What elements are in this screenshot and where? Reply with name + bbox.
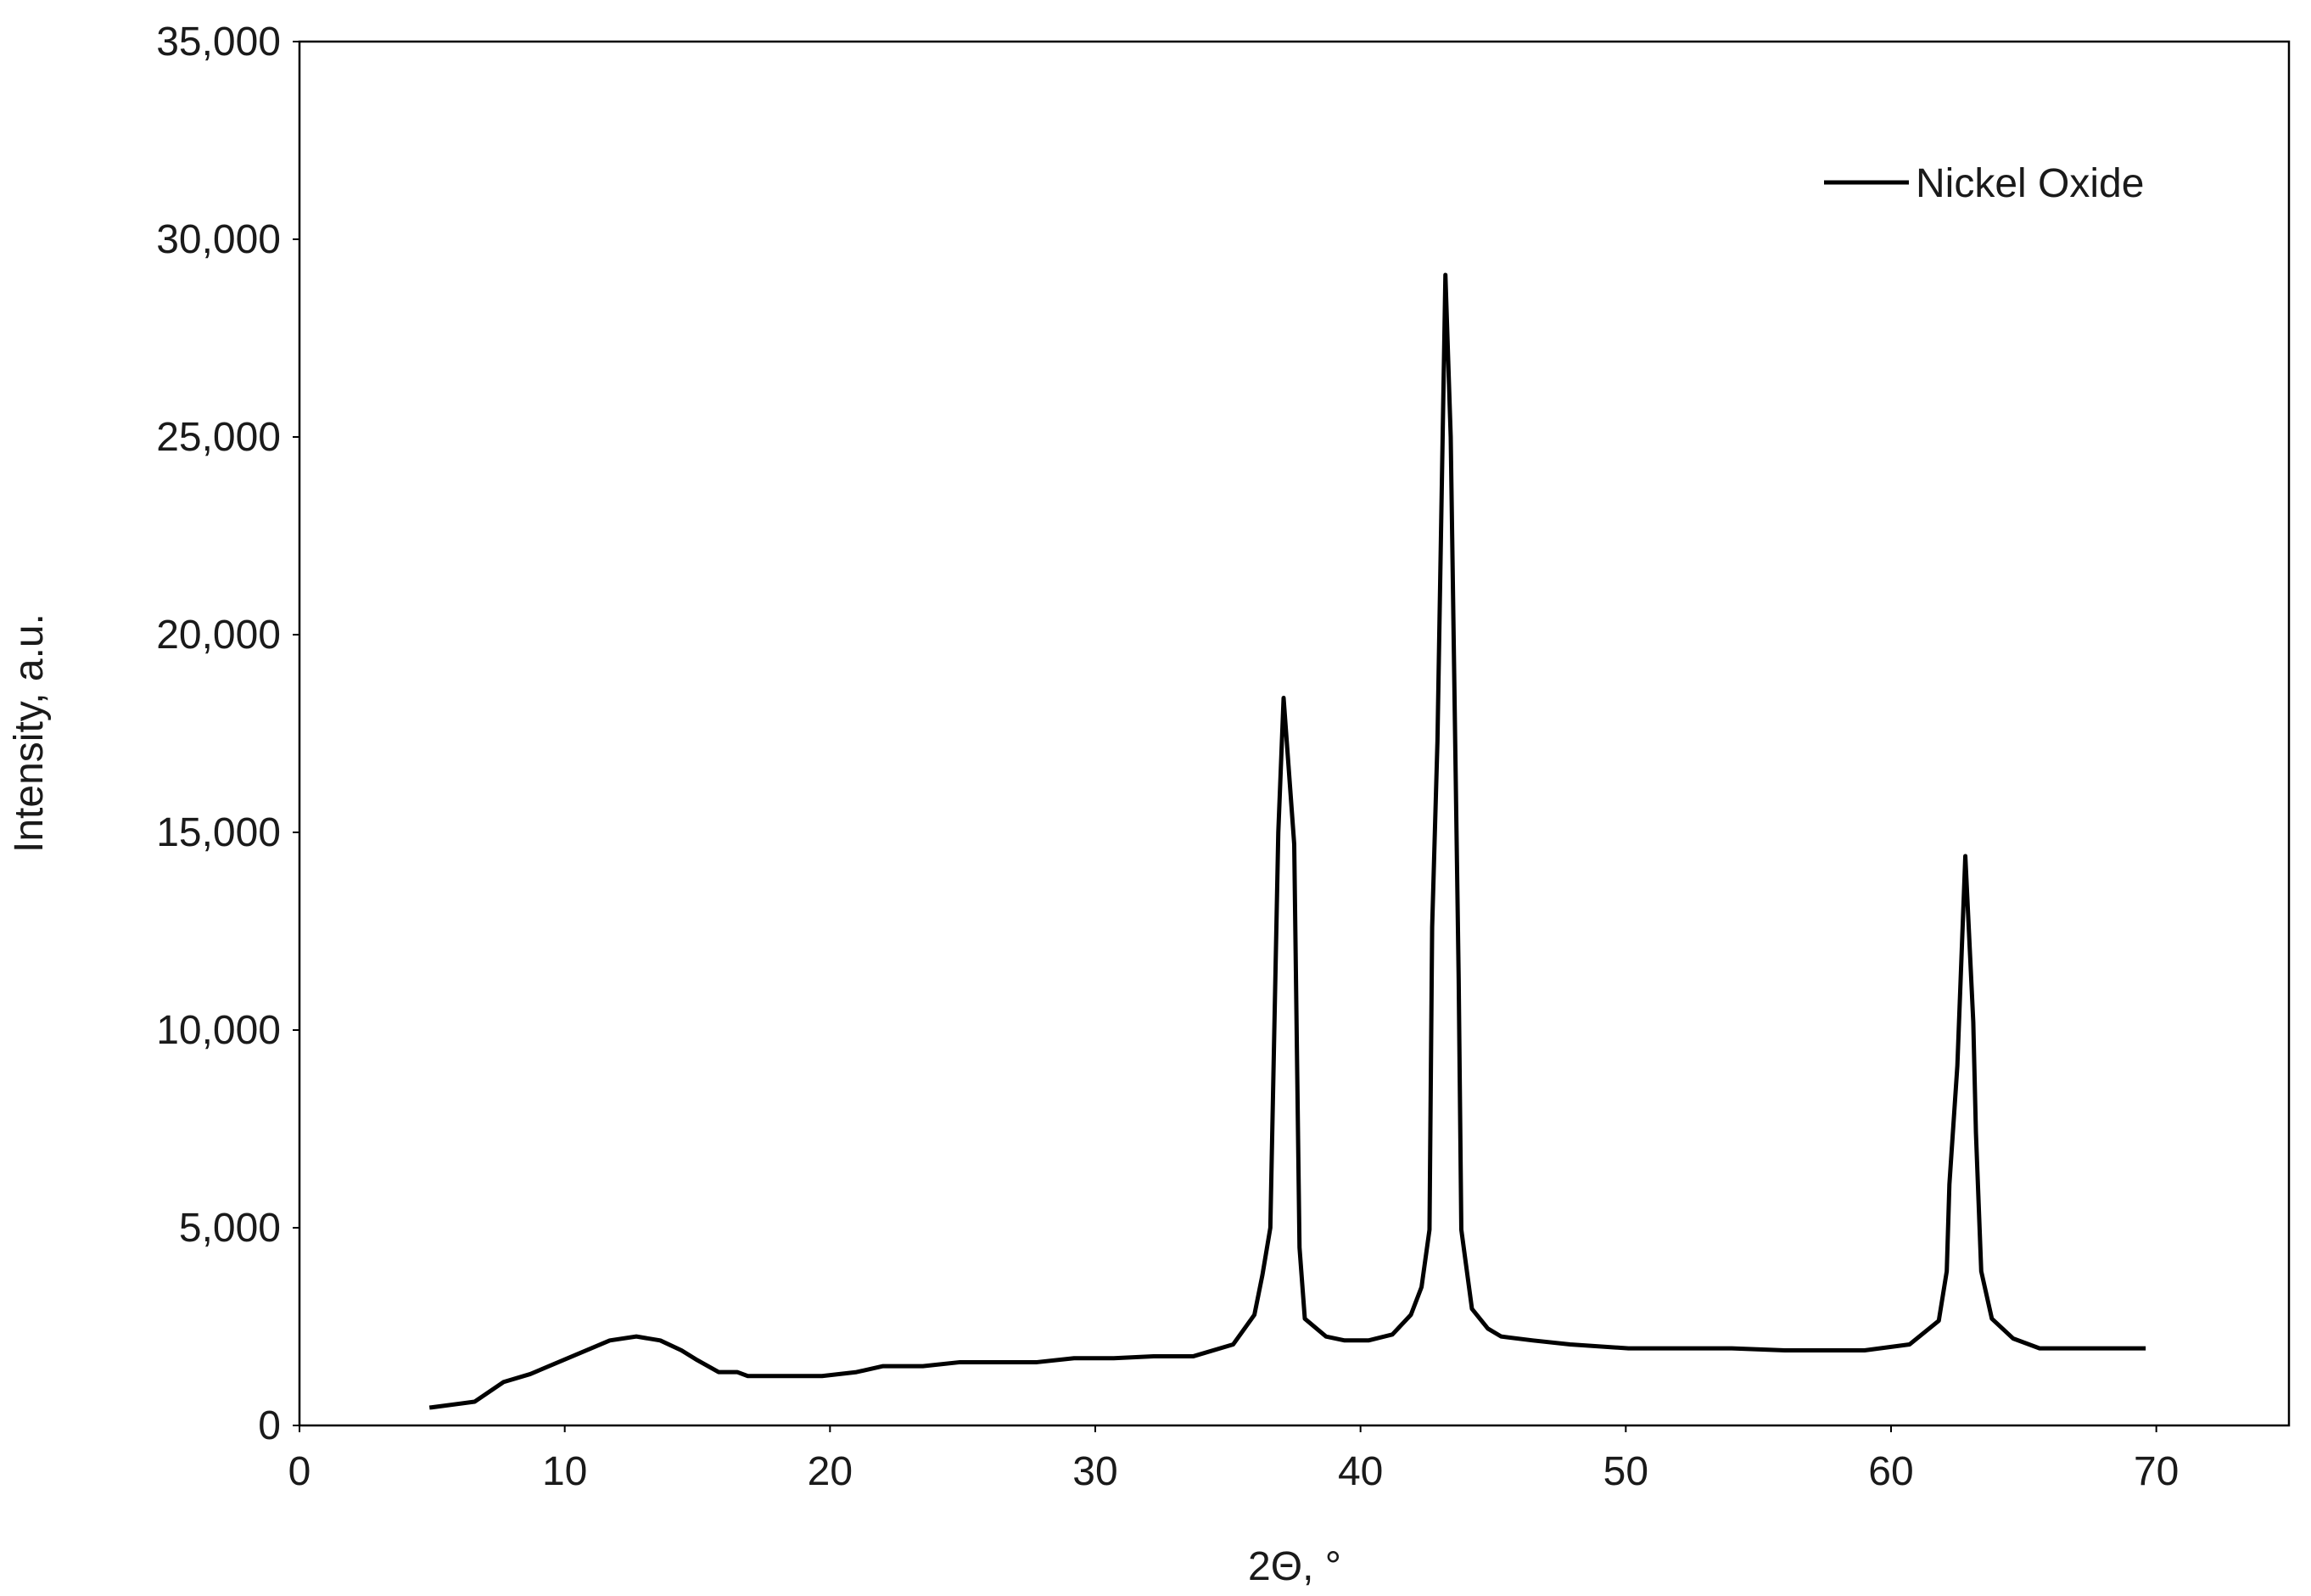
x-tick-label: 0 xyxy=(288,1449,311,1494)
x-axis-title: 2Θ, ° xyxy=(1248,1544,1341,1589)
y-tick-label: 25,000 xyxy=(156,415,281,460)
data-line xyxy=(428,272,2146,1410)
y-tick-label: 30,000 xyxy=(156,217,281,262)
x-tick-label: 20 xyxy=(808,1449,853,1494)
y-tick-label: 15,000 xyxy=(156,810,281,855)
x-tick-label: 60 xyxy=(1868,1449,1913,1494)
plot-frame xyxy=(298,40,2291,1427)
x-tick-label: 10 xyxy=(542,1449,587,1494)
x-tick-label: 30 xyxy=(1072,1449,1117,1494)
x-tick-label: 70 xyxy=(2134,1449,2179,1494)
x-tick-label: 50 xyxy=(1603,1449,1648,1494)
y-tick-label: 10,000 xyxy=(156,1008,281,1053)
x-tick-label: 40 xyxy=(1338,1449,1383,1494)
y-axis-title: Intensity, a.u. xyxy=(7,613,52,853)
legend-label: Nickel Oxide xyxy=(1916,161,2144,206)
y-tick-label: 20,000 xyxy=(156,613,281,658)
y-tick-label: 5,000 xyxy=(179,1206,281,1251)
y-tick-label: 0 xyxy=(258,1403,281,1448)
y-tick-label: 35,000 xyxy=(156,20,281,64)
